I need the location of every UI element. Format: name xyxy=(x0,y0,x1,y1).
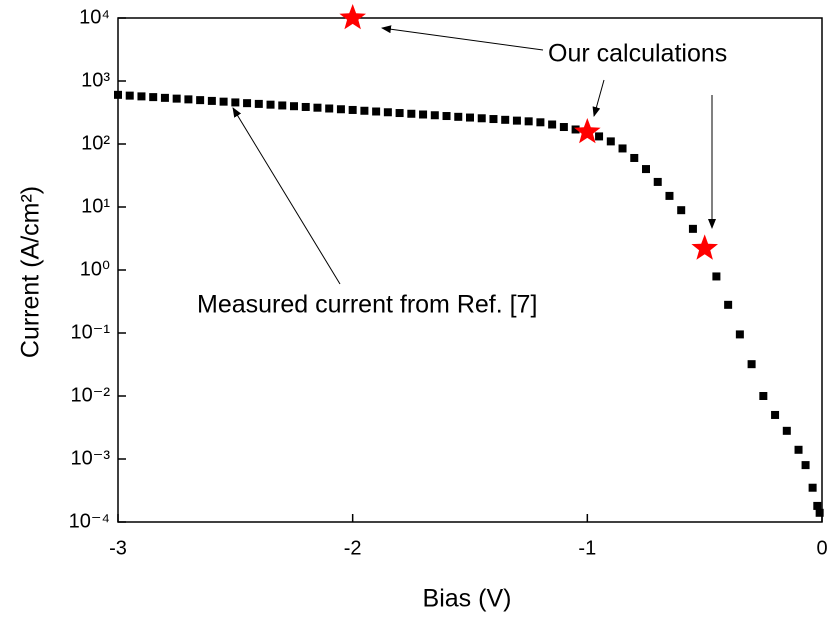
square-point xyxy=(160,93,169,102)
square-point xyxy=(442,112,451,121)
arrow xyxy=(232,107,341,285)
square-point xyxy=(207,96,216,105)
square-point xyxy=(196,96,205,105)
square-point xyxy=(219,97,228,106)
square-point xyxy=(665,191,674,200)
y-axis-label: Current (A/cm²) xyxy=(17,186,45,358)
x-axis-label: Bias (V) xyxy=(423,585,512,613)
y-tick-label: 10⁻⁴ xyxy=(69,510,110,532)
y-tick-label: 10⁰ xyxy=(80,258,110,280)
x-tick-label: -3 xyxy=(109,537,127,559)
square-point xyxy=(524,117,533,126)
star-point xyxy=(339,4,366,30)
square-point xyxy=(801,461,810,470)
square-point xyxy=(724,300,733,309)
square-point xyxy=(808,483,817,492)
square-point xyxy=(688,224,697,233)
square-point xyxy=(290,102,298,111)
square-point xyxy=(512,116,521,125)
star-point xyxy=(691,234,718,260)
square-point xyxy=(794,445,803,454)
square-point xyxy=(430,111,439,120)
y-tick-label: 10¹ xyxy=(81,195,110,217)
square-point xyxy=(301,102,310,111)
square-point xyxy=(243,99,252,108)
square-point xyxy=(266,100,275,109)
square-point xyxy=(114,90,122,99)
square-point xyxy=(653,177,662,186)
square-point xyxy=(137,92,146,101)
square-point xyxy=(419,110,428,119)
square-point xyxy=(454,112,463,121)
y-tick-label: 10⁻² xyxy=(71,384,111,406)
arrow xyxy=(381,25,544,51)
square-point xyxy=(172,94,181,103)
square-point xyxy=(712,272,721,281)
square-point xyxy=(559,123,568,132)
x-tick-label: 0 xyxy=(816,537,827,559)
square-point xyxy=(813,501,822,510)
y-tick-label: 10⁴ xyxy=(79,6,110,28)
star-point xyxy=(574,118,601,144)
square-point xyxy=(372,107,381,116)
square-point xyxy=(642,165,650,174)
y-tick-label: 10⁻¹ xyxy=(71,321,111,343)
square-point xyxy=(595,132,604,141)
x-tick-label: -1 xyxy=(578,537,596,559)
square-point xyxy=(383,108,392,117)
annotation-arrows xyxy=(232,25,716,285)
square-point xyxy=(536,118,545,127)
square-point xyxy=(571,125,580,134)
square-point xyxy=(771,410,780,419)
square-point xyxy=(501,115,510,124)
square-point xyxy=(747,360,756,369)
square-point xyxy=(489,115,498,124)
plot-frame xyxy=(117,17,823,523)
square-point xyxy=(782,426,791,435)
square-point xyxy=(548,120,557,129)
square-point xyxy=(360,106,369,115)
arrow xyxy=(592,79,605,117)
square-point xyxy=(325,104,334,113)
y-tick-label: 10³ xyxy=(81,69,110,91)
square-point xyxy=(348,105,357,114)
square-point xyxy=(313,103,322,112)
square-point xyxy=(125,91,134,100)
square-point xyxy=(336,105,345,114)
annotation: Our calculations xyxy=(548,40,727,68)
square-point xyxy=(407,109,416,118)
square-point xyxy=(815,508,824,517)
square-point xyxy=(466,113,474,122)
y-tick-label: 10⁻³ xyxy=(71,447,111,469)
square-point xyxy=(606,137,615,146)
y-tick-label: 10² xyxy=(81,132,110,154)
square-point xyxy=(184,95,193,104)
square-point xyxy=(395,109,404,118)
square-point xyxy=(735,330,744,339)
square-point xyxy=(149,93,158,102)
annotation: Measured current from Ref. [7] xyxy=(197,291,537,319)
square-point xyxy=(630,153,639,162)
x-tick-label: -2 xyxy=(344,537,362,559)
square-point xyxy=(759,392,768,400)
square-point xyxy=(477,114,486,123)
square-point xyxy=(677,206,686,215)
square-point xyxy=(618,144,627,153)
square-point xyxy=(278,101,287,110)
square-point xyxy=(254,99,263,108)
square-point xyxy=(231,98,240,107)
